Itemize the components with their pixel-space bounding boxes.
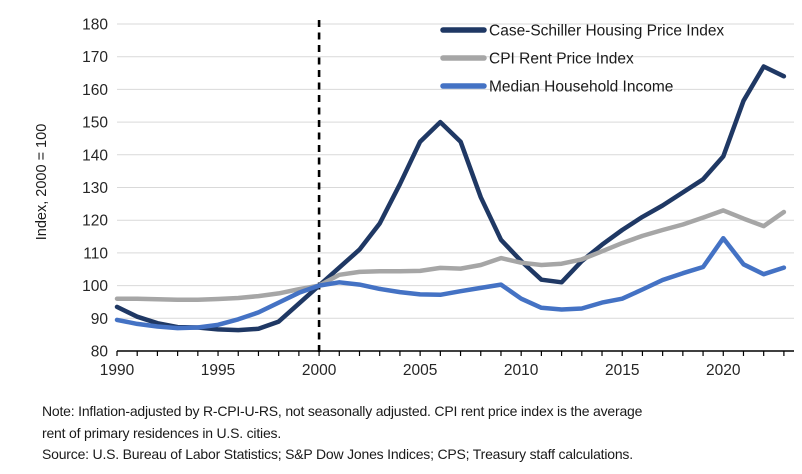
- y-tick-label: 100: [82, 278, 108, 295]
- legend-label: Median Household Income: [489, 79, 673, 96]
- price-rent-income-chart: 80 90 100 110 120 130 140 150 160 170 180 1990 1995 2…: [34, 17, 794, 379]
- x-tick-label: 2010: [504, 362, 539, 379]
- series-line-median-household-income: [114, 235, 787, 331]
- chart-area: 80 90 100 110 120 130 140 150 160 170 180 1990 1995 2…: [34, 17, 794, 379]
- series-line-case-schiller-housing-price-index: [114, 64, 787, 333]
- y-tick-label: 160: [82, 82, 108, 99]
- legend-label: CPI Rent Price Index: [489, 51, 634, 68]
- x-tick-label: 2015: [605, 362, 639, 379]
- x-tick-label: 1995: [201, 362, 235, 379]
- note-line-2: rent of primary residences in U.S. citie…: [42, 424, 282, 441]
- y-tick-label: 90: [91, 311, 109, 328]
- y-tick-label: 80: [91, 344, 109, 361]
- note-line-1: Note: Inflation-adjusted by R-CPI-U-RS, …: [42, 403, 643, 419]
- y-tick-label: 180: [82, 17, 108, 34]
- y-tick-label: 110: [83, 245, 108, 262]
- source-line: Source: U.S. Bureau of Labor Statistics;…: [42, 446, 633, 462]
- legend-label: Case-Schiller Housing Price Index: [489, 23, 724, 40]
- y-tick-label: 140: [82, 147, 108, 164]
- x-tick-label: 2005: [403, 362, 437, 379]
- y-axis-title: Index, 2000 = 100: [34, 124, 50, 241]
- x-tick-label: 2020: [706, 362, 741, 379]
- x-tick-label: 2000: [302, 362, 337, 379]
- y-tick-label: 170: [82, 49, 108, 66]
- y-tick-label: 150: [82, 115, 108, 132]
- y-tick-label: 120: [82, 213, 108, 230]
- series-line-cpi-rent-price-index: [114, 208, 787, 302]
- y-tick-label: 130: [82, 180, 108, 197]
- footnotes: Note: Inflation-adjusted by R-CPI-U-RS, …: [42, 401, 790, 466]
- x-tick-label: 1990: [100, 362, 135, 379]
